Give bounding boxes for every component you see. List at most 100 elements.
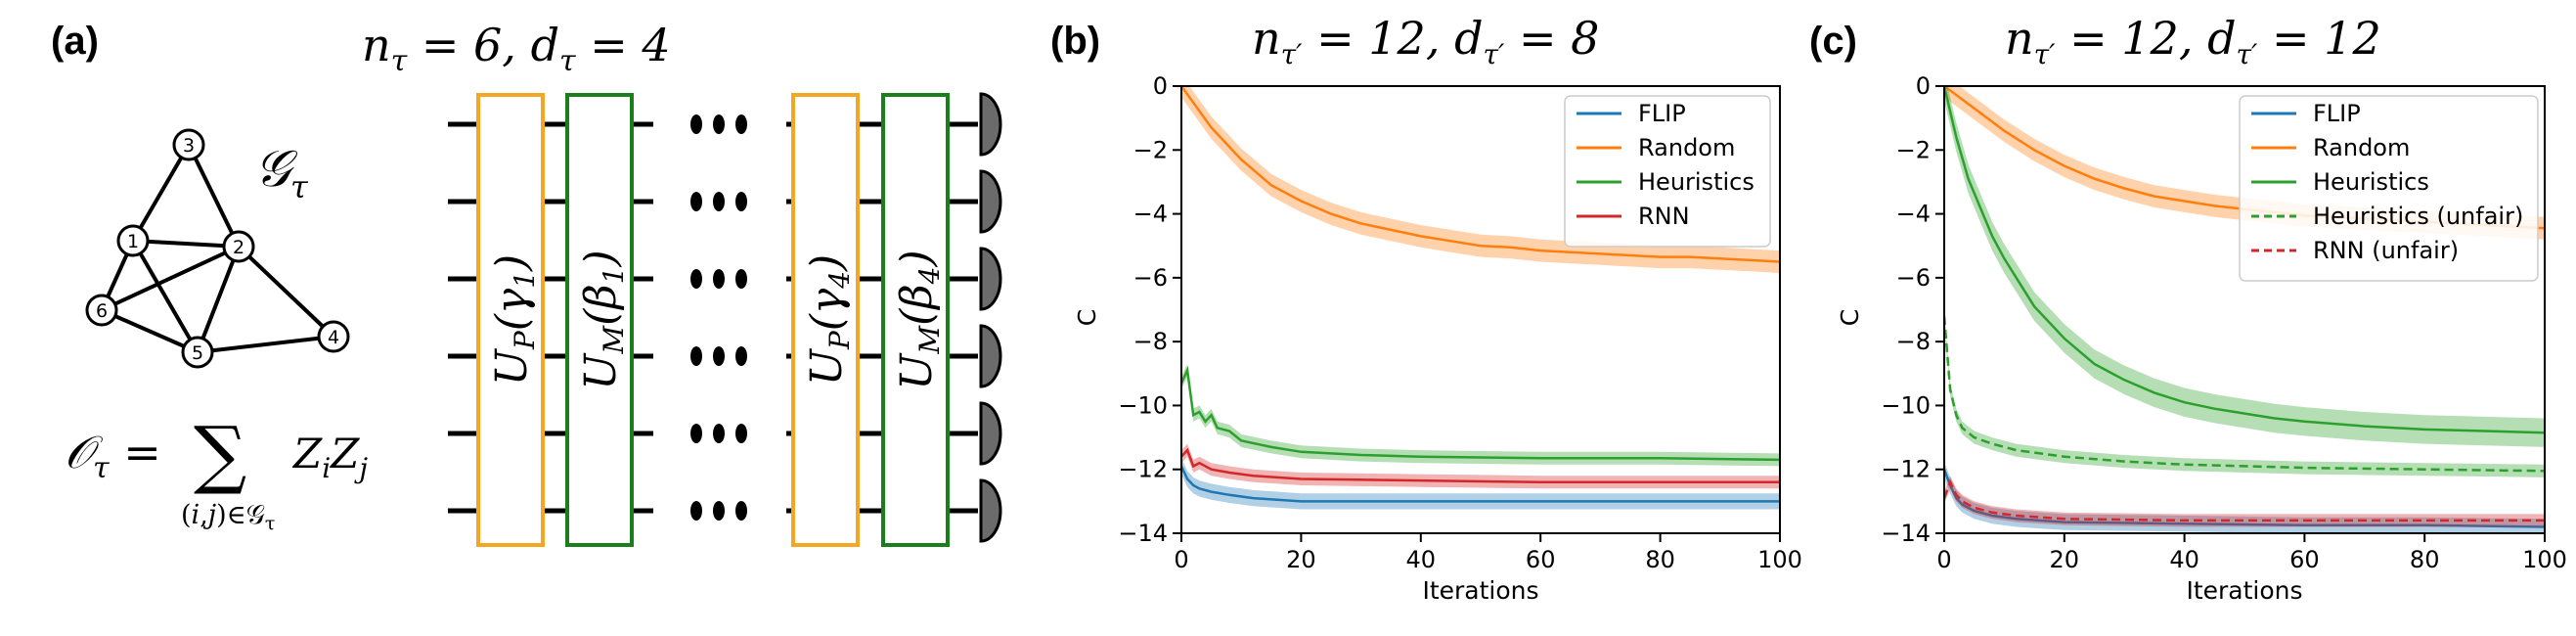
series-band xyxy=(1181,86,1780,273)
series-line xyxy=(1181,465,1780,503)
legend-entry: Heuristics xyxy=(1638,168,1754,196)
graph-edge xyxy=(237,245,335,339)
legend-box xyxy=(2239,95,2539,282)
series-band xyxy=(1944,86,2545,447)
series-line xyxy=(1944,315,2545,473)
x-axis-label: Iterations xyxy=(1422,576,1538,605)
ellipsis xyxy=(690,192,747,211)
x-tick-label: 20 xyxy=(1286,546,1316,573)
x-tick-label: 20 xyxy=(2050,546,2080,573)
legend-entry: Random xyxy=(2313,134,2410,161)
y-tick-label: −12 xyxy=(1881,456,1931,483)
graph-edge xyxy=(187,144,241,248)
ellipsis xyxy=(690,424,747,443)
x-tick-label: 100 xyxy=(2522,546,2567,573)
chart-title: nτ′ = 12, dτ′ = 8 xyxy=(1252,12,1599,70)
measurement-icon xyxy=(979,169,1002,234)
plot-area xyxy=(1181,86,1780,510)
ellipsis xyxy=(690,501,747,521)
graph-edge xyxy=(101,245,240,312)
y-tick-label: 0 xyxy=(1916,72,1931,100)
panel-c-label: (c) xyxy=(1809,20,1857,63)
y-tick-label: −8 xyxy=(1896,328,1931,355)
graph-edge xyxy=(132,239,240,249)
series-band xyxy=(1944,309,2545,477)
y-tick-label: −8 xyxy=(1133,328,1168,355)
svg-text:ZiZj: ZiZj xyxy=(291,430,368,484)
y-tick-label: −14 xyxy=(1881,520,1931,547)
svg-text:4: 4 xyxy=(328,327,339,348)
svg-text:3: 3 xyxy=(183,135,195,157)
graph-edge xyxy=(197,335,334,354)
legend-box xyxy=(1564,95,1771,248)
legend: FLIP Random Heuristics RNN xyxy=(1564,95,1771,248)
legend-entry: RNN (unfair) xyxy=(2313,237,2459,264)
gate-mixer-4: UM(β4) xyxy=(881,93,950,547)
graph-label: 𝒢τ xyxy=(254,140,309,205)
gate-cost-4: UP(γ4) xyxy=(791,93,860,547)
graph-edge xyxy=(131,239,200,354)
series-flip xyxy=(1944,461,2545,533)
y-tick-label: −10 xyxy=(1881,391,1931,419)
series-band xyxy=(1181,364,1780,467)
x-tick-label: 80 xyxy=(1645,546,1675,573)
graph-node: 5 xyxy=(181,336,214,369)
graph-g-tau xyxy=(100,143,335,354)
series-heuristics-unfair- xyxy=(1944,309,2545,477)
svg-text:∑: ∑ xyxy=(194,410,246,497)
svg-text:(i,j)∈𝒢τ: (i,j)∈𝒢τ xyxy=(181,500,275,534)
series-band xyxy=(1944,461,2545,533)
legend-entry: FLIP xyxy=(2313,100,2361,127)
panel-b: (b) nτ′ = 12, dτ′ = 8 0 20 40 60 80 100 0 −2 −4 −… xyxy=(1050,12,1802,605)
qaoa-circuit: UP(γ1) UM(β1) UP(γ4) UM(β4) xyxy=(448,92,1002,547)
chart-title: nτ′ = 12, dτ′ = 12 xyxy=(2005,12,2381,70)
measurement-icon xyxy=(979,478,1002,543)
measurement-icon xyxy=(979,92,1002,157)
series-line xyxy=(1944,86,2545,434)
graph-node: 1 xyxy=(116,224,150,257)
graph-node: 3 xyxy=(172,128,205,161)
x-tick-label: 40 xyxy=(1406,546,1437,573)
x-tick-label: 40 xyxy=(2169,546,2199,573)
svg-text:nτ′ = 12, dτ′ = 12: nτ′ = 12, dτ′ = 12 xyxy=(2005,12,2381,70)
y-tick-label: −10 xyxy=(1118,391,1168,419)
svg-text:6: 6 xyxy=(96,300,108,322)
svg-text:𝒪τ =: 𝒪τ = xyxy=(65,426,161,485)
series-line xyxy=(1181,86,1780,263)
measurement-icon xyxy=(979,401,1002,466)
svg-text:nτ′ = 12, dτ′ = 8: nτ′ = 12, dτ′ = 8 xyxy=(1252,12,1599,70)
y-tick-label: −2 xyxy=(1133,136,1168,163)
series-random xyxy=(1181,86,1780,273)
x-tick-label: 0 xyxy=(1936,546,1951,573)
x-tick-label: 100 xyxy=(1757,546,1802,573)
legend-entry: FLIP xyxy=(1638,100,1686,127)
series-rnn xyxy=(1181,443,1780,489)
x-tick-label: 80 xyxy=(2410,546,2440,573)
measurement-icon xyxy=(979,247,1002,311)
series-line xyxy=(1181,447,1780,484)
axes-frame xyxy=(1943,85,2546,534)
svg-text:2: 2 xyxy=(233,237,244,258)
svg-text:nτ = 6, dτ = 4: nτ = 6, dτ = 4 xyxy=(362,19,671,78)
y-axis-label: C xyxy=(1073,309,1101,326)
series-line xyxy=(1944,469,2545,528)
y-tick-label: −6 xyxy=(1133,264,1168,292)
y-tick-label: −12 xyxy=(1118,456,1168,483)
series-flip xyxy=(1181,458,1780,510)
x-tick-label: 60 xyxy=(1526,546,1556,573)
measurement-icon xyxy=(979,324,1002,388)
axes-frame xyxy=(1180,85,1781,534)
legend-entry: Heuristics (unfair) xyxy=(2313,203,2523,230)
legend-entry: RNN xyxy=(1638,203,1690,230)
series-heuristics xyxy=(1181,364,1780,467)
svg-text:1: 1 xyxy=(127,231,139,252)
panel-a: (a) nτ = 6, dτ = 4 1 2 3 4 5 6 𝒢τ xyxy=(51,19,1002,547)
panel-b-label: (b) xyxy=(1050,20,1100,63)
y-tick-label: 0 xyxy=(1153,72,1168,100)
y-tick-label: −4 xyxy=(1896,201,1931,228)
panel-c: (c) nτ′ = 12, dτ′ = 12 0 20 40 60 80 100 0 −2 −4… xyxy=(1809,12,2567,605)
y-tick-label: −14 xyxy=(1118,520,1168,547)
legend-entry: Random xyxy=(1638,134,1735,161)
ellipsis xyxy=(690,114,747,134)
